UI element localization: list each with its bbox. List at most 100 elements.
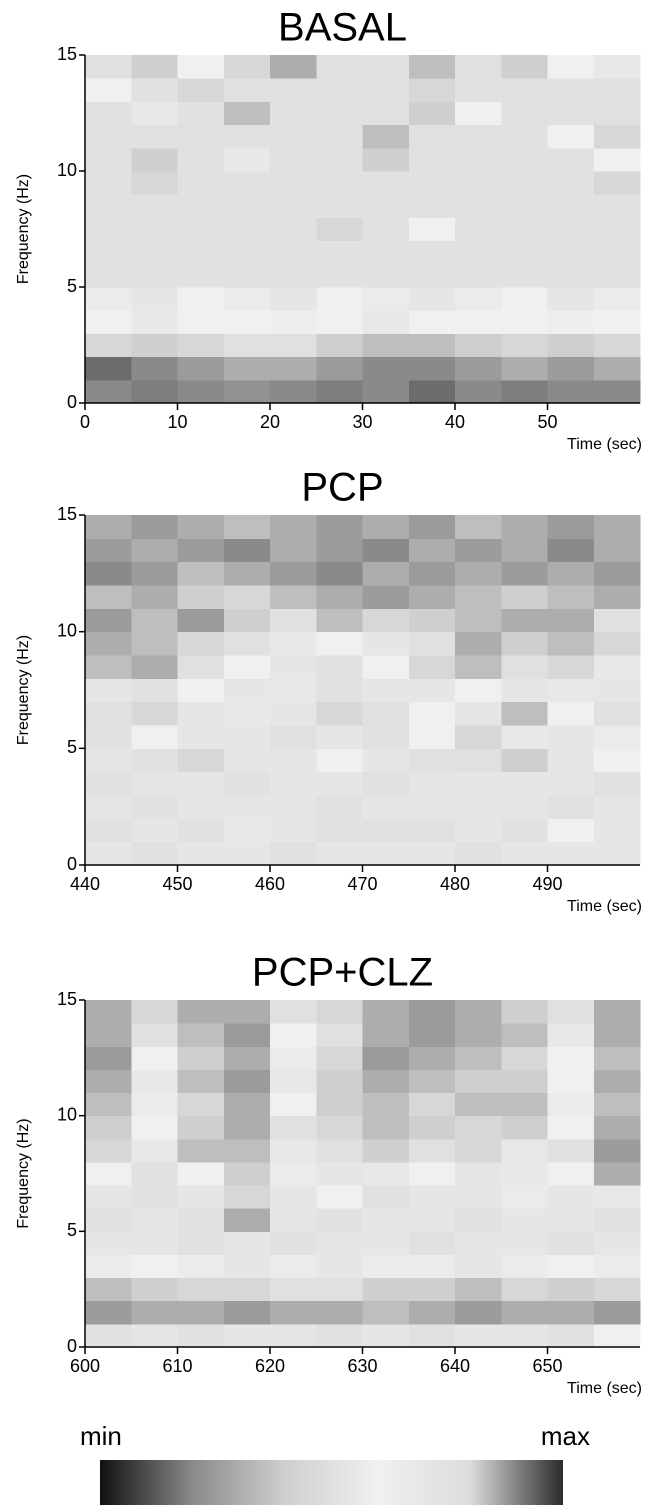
heatmap-cell	[362, 1277, 410, 1302]
heatmap-cell	[316, 561, 363, 586]
heatmap-cell	[85, 101, 132, 126]
heatmap-cell	[177, 585, 225, 609]
heatmap-cell	[501, 101, 548, 126]
heatmap-cell	[408, 748, 456, 773]
heatmap-cell	[177, 1300, 225, 1325]
heatmap-cell	[547, 1277, 595, 1302]
heatmap-cell	[547, 1185, 595, 1209]
heatmap-cell	[362, 1138, 410, 1163]
heatmap-cell	[501, 240, 548, 265]
heatmap-cell	[455, 55, 502, 79]
heatmap-cell	[455, 171, 502, 195]
heatmap-cell	[223, 1138, 271, 1163]
heatmap-cell	[177, 356, 225, 381]
heatmap-cell	[593, 1092, 641, 1117]
heatmap-cell	[455, 379, 502, 404]
heatmap-cell	[362, 701, 410, 726]
heatmap-cell	[455, 1231, 502, 1255]
heatmap-cell	[223, 1115, 271, 1140]
y-tick-label: 5	[67, 737, 77, 757]
heatmap-cell	[316, 655, 363, 679]
heatmap-cell	[316, 1023, 363, 1047]
heatmap-cell	[593, 631, 641, 656]
heatmap-cell	[131, 818, 178, 843]
heatmap-cell	[131, 841, 178, 866]
heatmap-cell	[593, 655, 641, 679]
heatmap-cell	[131, 1277, 178, 1302]
heatmap-cell	[547, 1161, 595, 1186]
heatmap-cell	[223, 78, 271, 102]
heatmap-cell	[547, 379, 595, 404]
heatmap-cell	[316, 1069, 363, 1094]
y-axis-label: Frequency (Hz)	[15, 174, 32, 284]
heatmap-cell	[593, 678, 641, 703]
y-axis-label: Frequency (Hz)	[15, 635, 32, 745]
heatmap-cell	[593, 263, 641, 288]
heatmap-cell	[177, 678, 225, 703]
heatmap-cell	[547, 1069, 595, 1094]
heatmap-cell	[316, 194, 363, 218]
heatmap-cell	[593, 725, 641, 749]
heatmap-cell	[131, 655, 178, 679]
heatmap-cell	[223, 678, 271, 703]
heatmap-cell	[455, 310, 502, 334]
heatmap-cell	[131, 217, 178, 242]
heatmap-cell	[223, 1046, 271, 1070]
heatmap-cell	[362, 1254, 410, 1279]
heatmap-cell	[547, 631, 595, 656]
x-tick-label: 0	[80, 412, 90, 432]
heatmap-cell	[131, 725, 178, 749]
heatmap-cell	[593, 1300, 641, 1325]
heatmap-cell	[408, 795, 456, 819]
heatmap-cell	[455, 771, 502, 796]
heatmap-cell	[362, 310, 410, 334]
heatmap-cell	[593, 379, 641, 404]
heatmap-cell	[593, 1254, 641, 1279]
heatmap-cell	[455, 333, 502, 358]
heatmap-cell	[501, 124, 548, 149]
heatmap-cell	[593, 1115, 641, 1140]
heatmap-cell	[270, 1138, 317, 1163]
heatmap-cell	[455, 1161, 502, 1186]
x-tick-label: 630	[347, 1356, 377, 1376]
heatmap-cell	[547, 655, 595, 679]
heatmap-cell	[270, 1231, 317, 1255]
heatmap-cell	[131, 333, 178, 358]
heatmap-cell	[547, 678, 595, 703]
heatmap-cell	[85, 1046, 132, 1070]
heatmap-cell	[131, 1138, 178, 1163]
heatmap-cell	[593, 55, 641, 79]
heatmap-cell	[270, 585, 317, 609]
heatmap-cell	[223, 1161, 271, 1186]
heatmap-cell	[501, 1185, 548, 1209]
heatmap-cell	[270, 310, 317, 334]
heatmap-cell	[177, 1115, 225, 1140]
heatmap-cell	[501, 1208, 548, 1232]
heatmap-cell	[131, 55, 178, 79]
x-tick-label: 50	[537, 412, 557, 432]
heatmap-cell	[223, 795, 271, 819]
heatmap-cell	[455, 655, 502, 679]
heatmap-cell	[131, 1323, 178, 1348]
heatmap-cell	[85, 217, 132, 242]
y-tick-label: 0	[67, 1336, 77, 1356]
heatmap-cell	[316, 1254, 363, 1279]
heatmap-cell	[593, 171, 641, 195]
heatmap-cell	[408, 655, 456, 679]
heatmap-cell	[270, 841, 317, 866]
heatmap-cell	[547, 310, 595, 334]
heatmap-cell	[131, 194, 178, 218]
heatmap-cell	[223, 1185, 271, 1209]
heatmap-cell	[455, 818, 502, 843]
heatmap-cell	[501, 655, 548, 679]
heatmap-cell	[593, 1138, 641, 1163]
x-tick-label: 470	[347, 874, 377, 894]
heatmap-cell	[455, 287, 502, 311]
heatmap-cell	[408, 561, 456, 586]
x-tick-label: 610	[162, 1356, 192, 1376]
heatmap-cell	[131, 1185, 178, 1209]
heatmap-cell	[85, 55, 132, 79]
x-tick-label: 460	[255, 874, 285, 894]
heatmap-cell	[316, 101, 363, 126]
x-tick-label: 10	[167, 412, 187, 432]
